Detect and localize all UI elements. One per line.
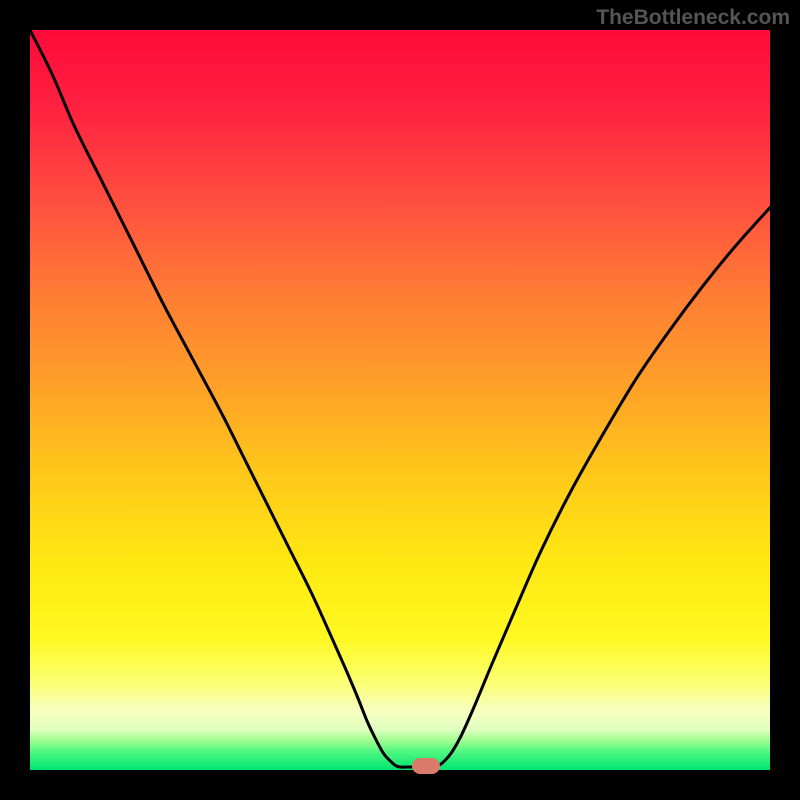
watermark-text: TheBottleneck.com	[596, 6, 790, 30]
chart-container: TheBottleneck.com	[0, 0, 800, 800]
curve-layer	[30, 30, 770, 770]
optimum-marker	[412, 758, 440, 774]
bottleneck-curve	[30, 30, 770, 767]
plot-area	[30, 30, 770, 770]
